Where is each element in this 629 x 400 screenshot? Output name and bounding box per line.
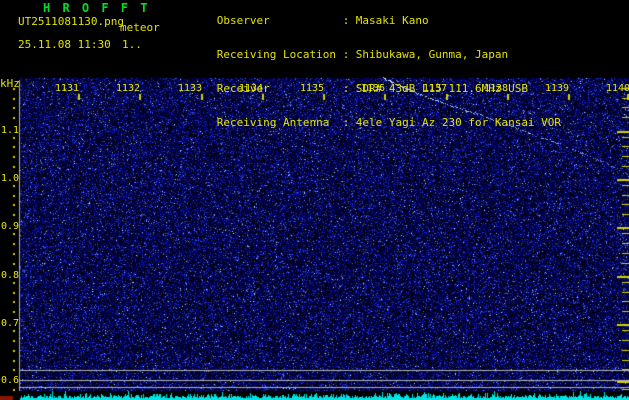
y-tick-label: 1.0 xyxy=(1,173,20,184)
y-tick-label: 0.9 xyxy=(1,221,20,232)
echo-counter: 1.. xyxy=(122,38,142,51)
metadata-label: Receiving Location xyxy=(216,48,336,62)
metadata-row-receiver: Receiver: SDR# 43dB L15 111.6MHz USB xyxy=(177,72,561,106)
x-tick-label: 1135 xyxy=(300,83,325,94)
metadata-label: Observer xyxy=(216,14,270,28)
metadata-label: Receiving Antenna xyxy=(216,115,330,129)
x-tick-label: 1138 xyxy=(484,83,509,94)
x-tick-label: 1136 xyxy=(361,83,386,94)
y-tick-label: 0.6 xyxy=(1,375,20,386)
metadata-value: 4ele Yagi Az 230 for Kansai VOR xyxy=(355,115,562,129)
metadata-block: Observer: Masaki Kano Receiving Location:… xyxy=(177,4,561,140)
x-tick-label: 1134 xyxy=(239,83,264,94)
metadata-value: Shibukawa, Gunma, Japan xyxy=(355,48,509,62)
metadata-label: Receiver xyxy=(216,82,270,96)
metadata-row-observer: Observer: Masaki Kano xyxy=(177,4,561,38)
metadata-colon: : xyxy=(342,115,350,129)
y-tick-label: 1.1 xyxy=(1,125,20,136)
x-tick-label: 1139 xyxy=(545,83,570,94)
x-tick-label: 1133 xyxy=(178,83,203,94)
x-tick-label: 1137 xyxy=(423,83,448,94)
metadata-value: SDR# 43dB L15 111.6MHz USB xyxy=(355,82,528,96)
timestamp: 25.11.08 11:30 xyxy=(18,38,111,51)
metadata-colon: : xyxy=(342,14,350,28)
output-filename: UT2511081130.png xyxy=(18,15,124,28)
y-axis-unit-label: kHz xyxy=(0,77,20,90)
y-tick-label: 0.7 xyxy=(1,318,20,329)
station-name: meteor xyxy=(120,21,160,34)
x-tick-label: 1132 xyxy=(116,83,141,94)
y-tick-label: 0.8 xyxy=(1,270,20,281)
app-title: H R O F F T xyxy=(43,1,150,15)
x-tick-label: 1140 xyxy=(606,83,629,94)
metadata-row-antenna: Receiving Antenna:4ele Yagi Az 230 for K… xyxy=(177,106,561,140)
metadata-row-location: Receiving Location: Shibukawa, Gunma, Jap… xyxy=(177,38,561,72)
metadata-value: Masaki Kano xyxy=(355,14,429,28)
metadata-colon: : xyxy=(342,48,350,62)
x-tick-label: 1131 xyxy=(55,83,80,94)
metadata-colon: : xyxy=(342,82,350,96)
